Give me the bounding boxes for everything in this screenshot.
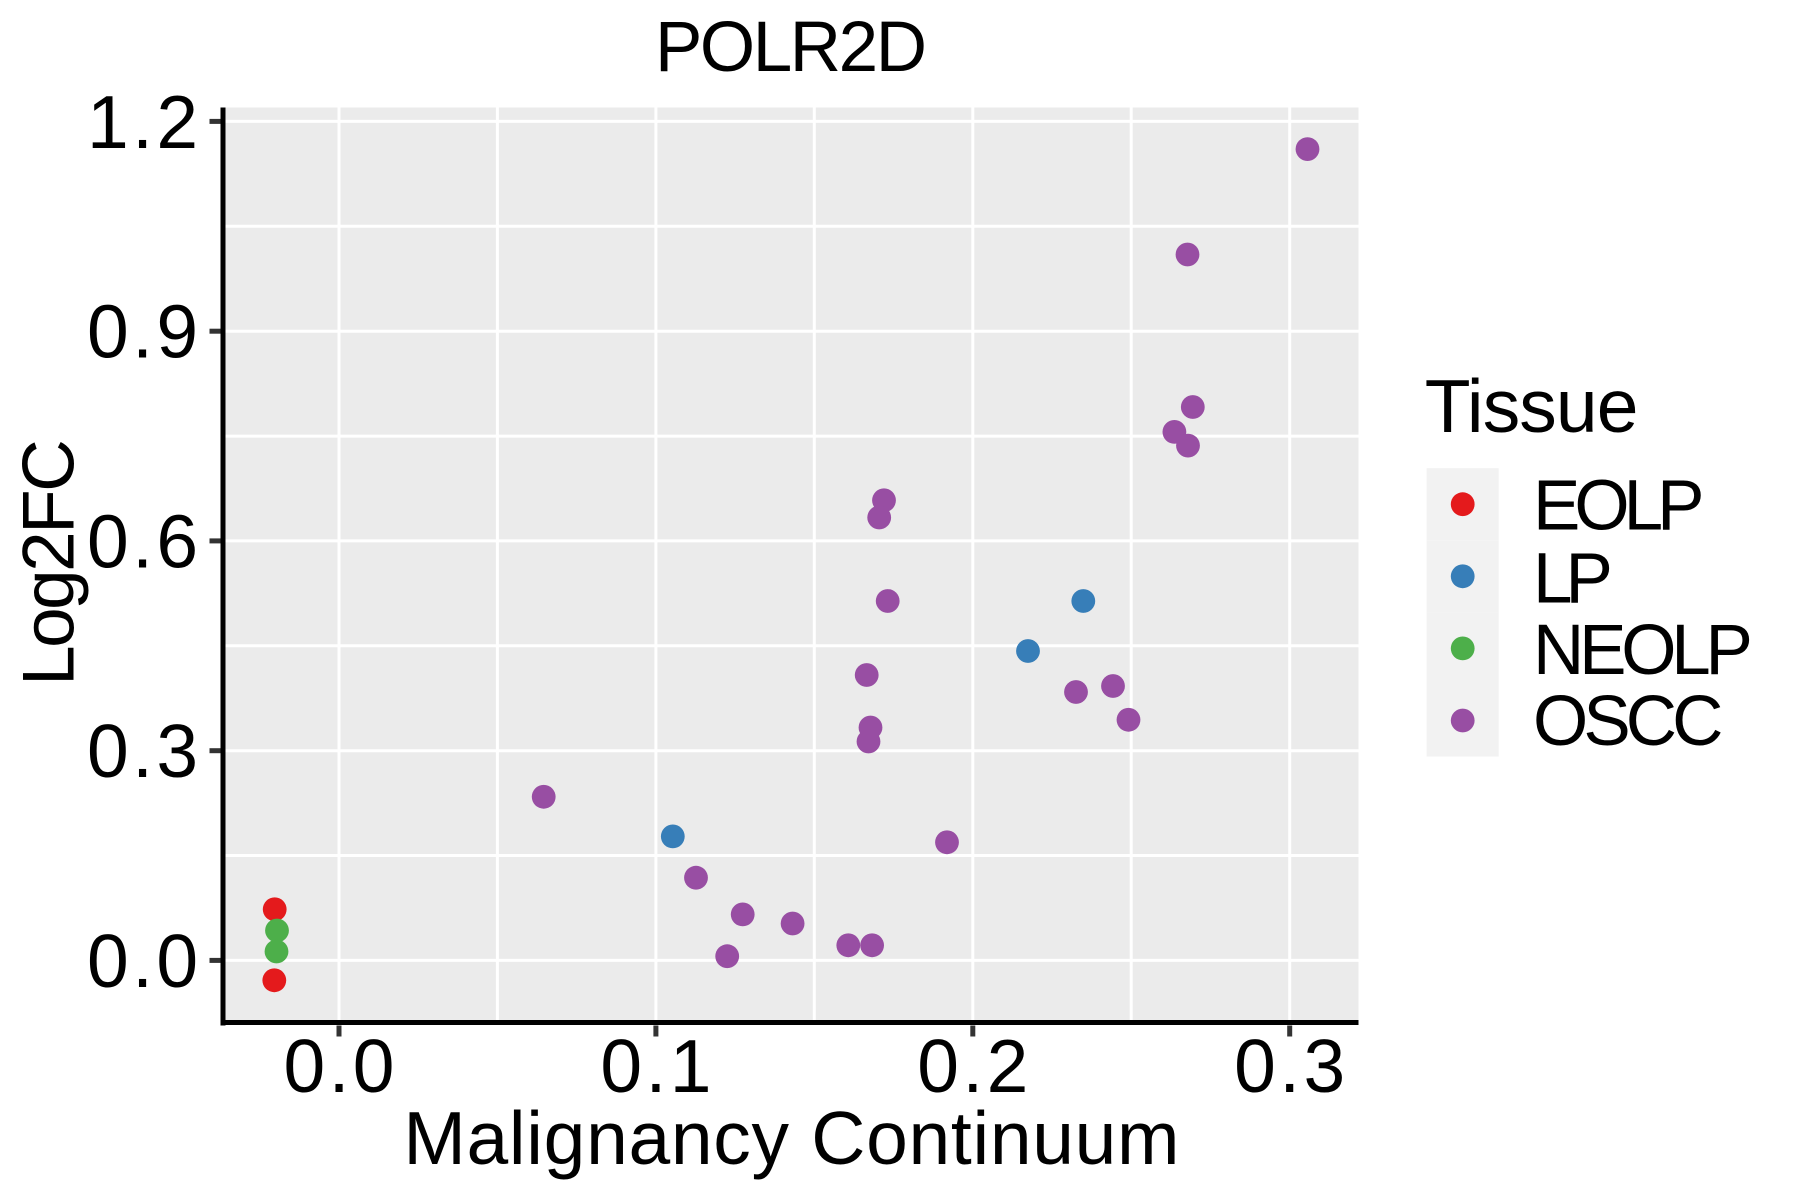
svg-text:NEOLP: NEOLP: [1533, 611, 1750, 690]
svg-text:0.3: 0.3: [87, 709, 201, 793]
svg-text:0.3: 0.3: [1234, 1024, 1348, 1108]
svg-text:POLR2D: POLR2D: [655, 8, 925, 87]
svg-text:OSCC: OSCC: [1533, 682, 1721, 761]
svg-text:Tissue: Tissue: [1425, 364, 1638, 448]
svg-text:LP: LP: [1533, 539, 1609, 618]
svg-text:0.1: 0.1: [600, 1024, 714, 1108]
svg-text:Log2FC: Log2FC: [9, 442, 90, 686]
svg-text:0.2: 0.2: [917, 1024, 1031, 1108]
svg-text:Malignancy Continuum: Malignancy Continuum: [403, 1096, 1180, 1180]
svg-text:0.0: 0.0: [283, 1024, 397, 1108]
svg-text:0.0: 0.0: [87, 919, 201, 1003]
svg-text:0.9: 0.9: [87, 290, 201, 374]
svg-text:0.6: 0.6: [87, 499, 201, 583]
svg-text:1.2: 1.2: [87, 80, 201, 164]
svg-text:EOLP: EOLP: [1533, 467, 1701, 546]
